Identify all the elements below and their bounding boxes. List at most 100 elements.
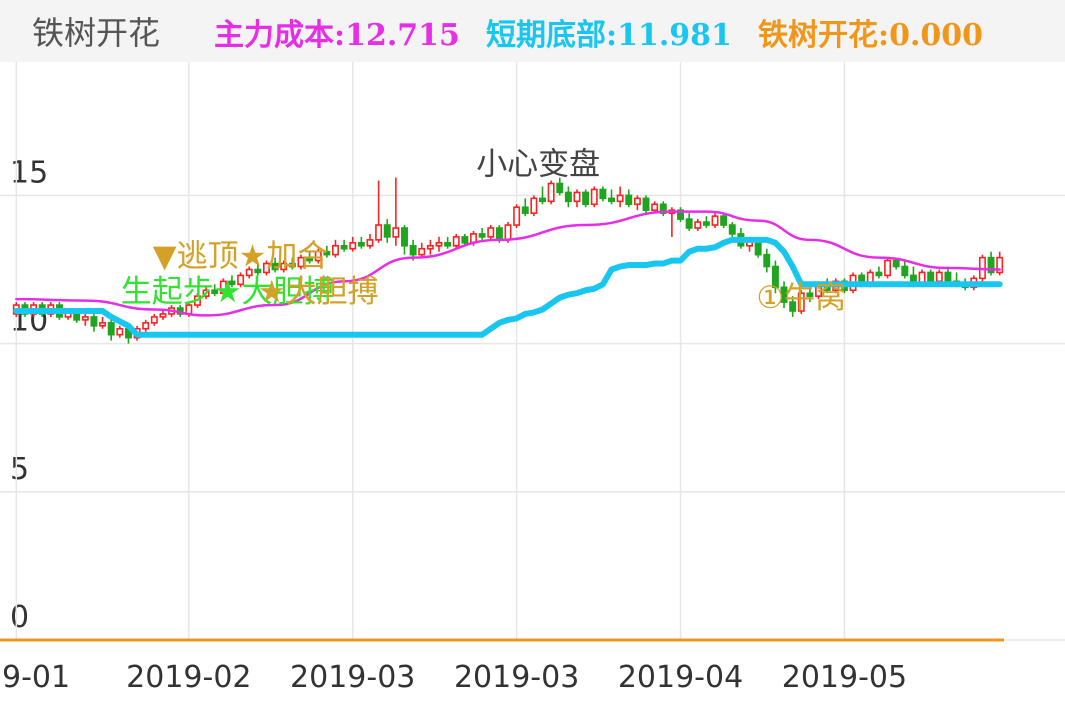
bottom-value: :11.981 xyxy=(606,18,732,53)
candle-up xyxy=(280,262,288,271)
candle-down xyxy=(806,292,814,297)
candle-up xyxy=(81,316,89,321)
candle-up xyxy=(245,268,253,277)
candle-up xyxy=(633,197,641,206)
x-tick-label: 2019-03 xyxy=(290,660,415,695)
candle-down xyxy=(875,271,883,277)
candle-down xyxy=(720,215,728,226)
bottom-label: 短期底部 xyxy=(486,18,606,53)
candle-down xyxy=(495,227,503,241)
cost-line xyxy=(15,210,1001,317)
y-tick-label: 5 xyxy=(10,452,29,487)
candle-up xyxy=(349,242,357,250)
candle-up xyxy=(616,194,624,203)
candle-up xyxy=(142,322,150,330)
candle-up xyxy=(935,271,943,283)
candle-down xyxy=(306,256,314,262)
candle-down xyxy=(271,262,279,271)
candle-down xyxy=(582,191,590,206)
candle-up xyxy=(797,292,805,312)
cost-label: 主力成本 xyxy=(214,18,334,53)
candle-up xyxy=(159,313,167,318)
signal-annotation: ①牛窝 xyxy=(756,280,846,316)
signal-annotation: 生起步★大胆搏 xyxy=(121,274,335,310)
candle-down xyxy=(608,197,615,203)
candle-down xyxy=(254,268,262,274)
candle-up xyxy=(435,242,443,247)
signal-readout: 铁树开花:0.000 xyxy=(758,10,983,54)
candle-up xyxy=(99,322,107,327)
indicator-name: 铁树开花 xyxy=(32,14,161,52)
candle-up xyxy=(332,244,339,256)
candle-up xyxy=(150,316,158,324)
candle-down xyxy=(892,259,900,268)
candle-up xyxy=(193,295,201,306)
candle-down xyxy=(944,271,952,283)
candle-up xyxy=(694,221,702,229)
candle-up xyxy=(996,256,1004,274)
x-tick-label: 2019-05 xyxy=(782,660,907,695)
signal-annotation: 小心变盘 xyxy=(476,147,600,183)
candle-down xyxy=(401,227,408,247)
candle-down xyxy=(228,280,236,286)
y-tick-label: 0 xyxy=(10,600,29,635)
candle-up xyxy=(530,197,538,214)
candle-down xyxy=(987,256,995,274)
cost-value: :12.715 xyxy=(334,18,460,53)
candle-up xyxy=(504,224,512,241)
candle-down xyxy=(564,191,572,203)
candle-down xyxy=(383,224,391,238)
candle-up xyxy=(651,203,659,212)
candle-down xyxy=(728,224,736,235)
candle-up xyxy=(573,191,581,203)
signal-annotation: ▼逃顶★加合 xyxy=(153,239,329,275)
candle-down xyxy=(642,197,650,212)
candle-down xyxy=(901,265,909,277)
candle-up xyxy=(237,274,245,286)
candle-up xyxy=(711,215,719,226)
candle-down xyxy=(288,262,296,268)
candle-down xyxy=(685,218,693,229)
candle-down xyxy=(539,197,546,203)
signal-label: 铁树开花 xyxy=(758,18,878,53)
candle-up xyxy=(202,289,210,297)
signal-annotation: ★大胆搏 xyxy=(258,274,379,310)
candle-down xyxy=(461,236,469,244)
candle-down xyxy=(521,206,529,214)
candle-up xyxy=(487,227,495,238)
candle-down xyxy=(625,194,633,206)
candle-down xyxy=(677,209,684,220)
signal-value: :0.000 xyxy=(878,18,984,53)
candle-down xyxy=(90,316,98,327)
candle-up xyxy=(884,259,892,277)
indicator-header: 铁树开花 主力成本:12.715 短期底部:11.981 铁树开花:0.000 xyxy=(0,0,1065,62)
cost-readout: 主力成本:12.715 xyxy=(214,10,460,54)
candle-up xyxy=(297,256,305,268)
candle-down xyxy=(659,203,667,214)
candle-down xyxy=(556,182,564,194)
candle-down xyxy=(340,244,348,250)
candle-up xyxy=(547,182,555,203)
candle-up xyxy=(392,227,400,238)
x-tick-label: 2019-02 xyxy=(126,660,251,695)
bottom-readout: 短期底部:11.981 xyxy=(486,10,732,54)
candle-down xyxy=(357,242,365,247)
candle-up xyxy=(375,224,383,241)
bottom-line xyxy=(13,236,1003,338)
candle-down xyxy=(444,242,452,247)
x-tick-label: 2019-03 xyxy=(454,660,579,695)
candle-down xyxy=(409,244,417,256)
candle-down xyxy=(763,253,771,268)
candle-up xyxy=(314,250,322,262)
candle-down xyxy=(599,188,607,200)
candle-up xyxy=(418,247,426,256)
candle-up xyxy=(590,188,598,206)
x-tick-label: 9-01 xyxy=(2,660,70,695)
candle-up xyxy=(219,280,227,294)
candle-down xyxy=(702,221,710,226)
candle-down xyxy=(323,250,331,256)
candle-down xyxy=(789,301,797,312)
candle-up xyxy=(366,239,374,247)
candle-up xyxy=(116,327,124,336)
